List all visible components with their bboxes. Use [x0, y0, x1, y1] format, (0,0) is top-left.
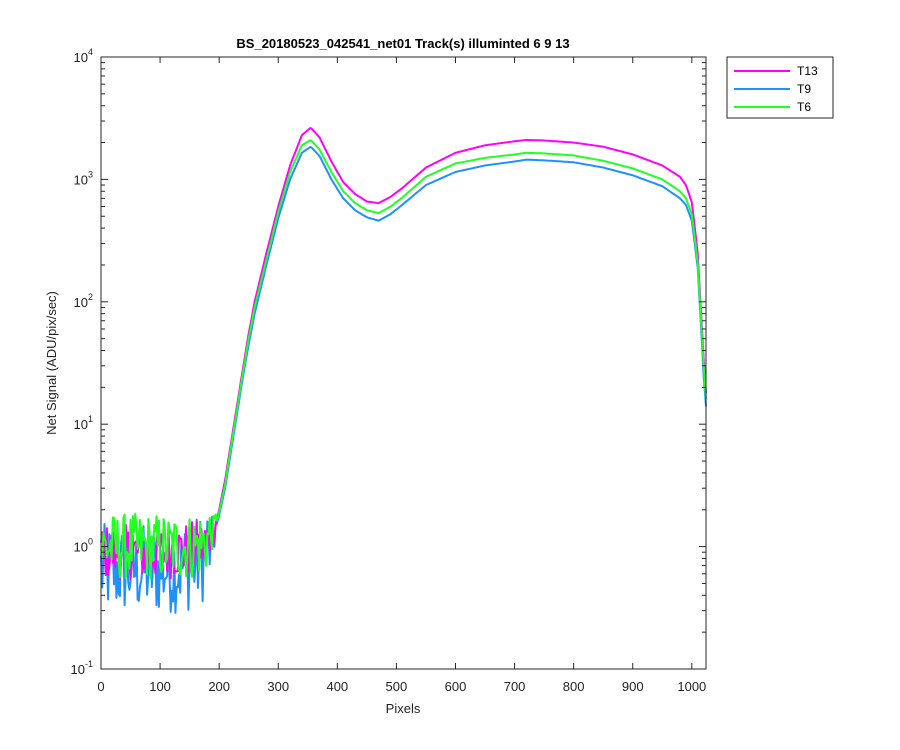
y-tick-label: 102	[74, 292, 93, 310]
x-tick-label: 1000	[677, 679, 706, 694]
x-tick-label: 0	[97, 679, 104, 694]
x-tick-label: 700	[504, 679, 526, 694]
x-tick-label: 100	[149, 679, 171, 694]
x-tick-label: 400	[326, 679, 348, 694]
x-axis-ticks: 0 100 200 300 400 500 600 700 800 900 1000	[97, 57, 706, 694]
series-line-t6	[100, 139, 707, 580]
axes-box	[100, 56, 707, 670]
legend-label-t9: T9	[797, 82, 811, 96]
y-tick-label: 10-1	[71, 659, 93, 677]
x-tick-label: 600	[445, 679, 467, 694]
y-tick-label: 101	[74, 414, 93, 432]
legend-label-t6: T6	[797, 100, 811, 114]
series-layer	[100, 127, 707, 614]
x-tick-label: 200	[208, 679, 230, 694]
y-tick-label: 104	[74, 47, 93, 65]
x-tick-label: 800	[563, 679, 585, 694]
y-tick-label: 103	[74, 169, 93, 187]
y-axis-label: Net Signal (ADU/pix/sec)	[44, 291, 59, 435]
legend-label-t13: T13	[797, 64, 818, 78]
x-tick-label: 900	[622, 679, 644, 694]
chart-title: BS_20180523_042541_net01 Track(s) illumi…	[236, 36, 569, 51]
series-line-t9	[100, 146, 707, 614]
x-tick-label: 500	[386, 679, 408, 694]
x-axis-label: Pixels	[386, 701, 421, 716]
legend-entries: T13 T9 T6	[734, 64, 818, 114]
x-tick-label: 300	[267, 679, 289, 694]
y-axis-ticks: 10-1 100 101 102 103 104	[71, 47, 706, 677]
legend: T13 T9 T6	[726, 56, 834, 119]
y-tick-label: 100	[74, 537, 93, 555]
